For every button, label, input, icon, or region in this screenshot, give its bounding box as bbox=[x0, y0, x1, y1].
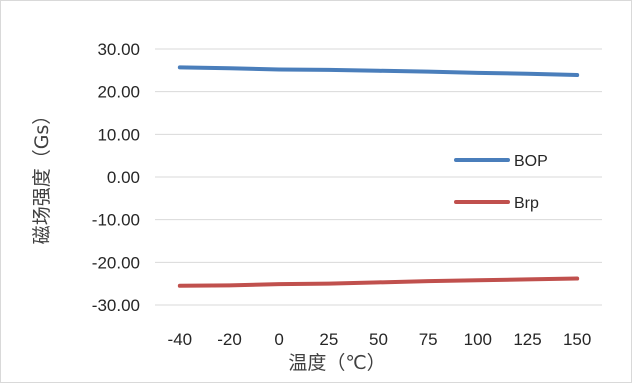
x-tick-label: 75 bbox=[419, 330, 438, 349]
series-line-bop bbox=[177, 65, 580, 78]
y-tick-label: 20.00 bbox=[97, 83, 140, 102]
y-tick-label: -20.00 bbox=[92, 253, 140, 272]
data-series bbox=[177, 65, 580, 288]
y-tick-label: 30.00 bbox=[97, 40, 140, 59]
legend-label-bop: BOP bbox=[514, 153, 548, 170]
x-tick-label: 100 bbox=[464, 330, 492, 349]
x-tick-label: -40 bbox=[168, 330, 193, 349]
y-tick-label: 0.00 bbox=[107, 168, 140, 187]
gridlines bbox=[155, 48, 602, 306]
y-tick-label: 10.00 bbox=[97, 125, 140, 144]
y-tick-label: -30.00 bbox=[92, 296, 140, 315]
x-tick-label: 50 bbox=[369, 330, 388, 349]
x-axis-title: 温度（℃） bbox=[288, 352, 385, 374]
y-tick-label: -10.00 bbox=[92, 211, 140, 230]
x-tick-label: -20 bbox=[217, 330, 242, 349]
x-tick-labels: -40 -20 0 25 50 75 100 125 150 bbox=[168, 330, 592, 349]
y-axis-title: 磁场强度（Gs） bbox=[31, 106, 53, 245]
y-tick-labels: 30.00 20.00 10.00 0.00 -10.00 -20.00 -30.00 bbox=[92, 40, 140, 315]
legend: BOP Brp bbox=[454, 153, 548, 212]
x-tick-label: 25 bbox=[319, 330, 338, 349]
x-tick-label: 125 bbox=[513, 330, 541, 349]
series-line-brp bbox=[177, 276, 580, 288]
x-tick-label: 0 bbox=[274, 330, 283, 349]
legend-label-brp: Brp bbox=[514, 195, 539, 212]
x-tick-label: 150 bbox=[563, 330, 591, 349]
